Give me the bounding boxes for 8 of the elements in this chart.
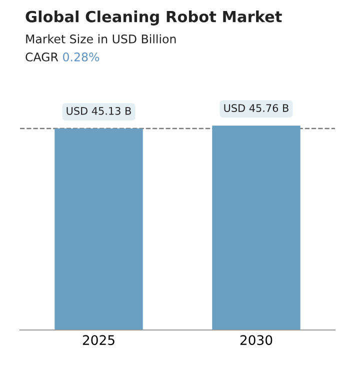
chart-subtitle: Market Size in USD Billion bbox=[26, 34, 176, 44]
text: 0.28% bbox=[63, 52, 100, 62]
x-tick-label: 2025 bbox=[82, 335, 114, 346]
text: USD 45.13 B bbox=[66, 106, 131, 115]
chart-title: Global Cleaning Robot Market bbox=[26, 10, 282, 26]
x-tick-label: 2030 bbox=[240, 335, 272, 346]
text: USD 45.76 B bbox=[224, 104, 288, 112]
text: CAGR bbox=[26, 52, 58, 62]
